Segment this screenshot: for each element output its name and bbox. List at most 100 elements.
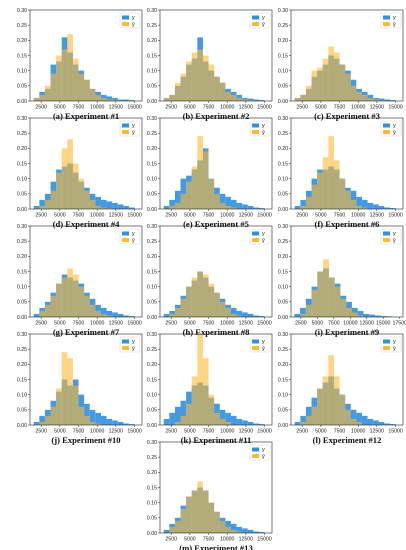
bar-y-18 [128,207,135,209]
y-tick-label: 0.05 [278,408,288,414]
bar-y-17 [253,531,259,533]
chart-panel-5: 0.00 0.05 0.10 0.15 0.20 0.25 0.30 2500 5000 7500… [147,116,273,229]
bar-y-16 [247,529,254,533]
bar-yhat-11 [350,199,357,209]
caption-letter: (l) [313,435,323,445]
x-tick-label: 10000 [90,429,105,435]
bar-yhat-14 [236,315,243,317]
bar-y-15 [375,315,381,317]
caption-text: Experiment #11 [193,435,251,445]
bar-y-17 [253,99,259,101]
y-tick-label: 0.10 [147,500,157,506]
bar-yhat-10 [345,190,351,209]
y-tick-label: 0.25 [278,131,288,137]
bar-yhat-7 [197,271,203,317]
bar-yhat-11 [89,421,96,425]
bar-y-2 [300,307,306,317]
x-tick-label: 12500 [109,105,124,111]
bar-y-12 [95,196,101,209]
x-tick-label: 10000 [90,321,105,327]
bar-yhat-9 [78,286,85,317]
bar-yhat-6 [191,166,198,209]
caption-letter: (c) [314,111,326,121]
bar-y-13 [361,415,368,425]
x-tick-label: 12500 [239,321,254,327]
x-tick-label: 15000 [127,105,142,111]
bar-yhat-16 [247,100,254,101]
y-tick-label: 0.10 [147,176,157,182]
bar-y-13 [361,199,368,209]
legend: yŷ [249,444,271,461]
y-tick-label: 0.00 [278,423,288,429]
legend-swatch-y [122,339,129,344]
y-tick-label: 0.25 [147,23,157,29]
bar-yhat-9 [208,394,215,425]
y-tick-label: 0.25 [17,131,27,137]
x-tick-label: 5000 [315,105,327,111]
y-tick-label: 0.25 [147,239,157,245]
bar-yhat-11 [89,199,96,209]
legend: yŷ [380,12,402,29]
bar-yhat-8 [72,385,79,425]
bar-y-17 [384,423,390,425]
bar-yhat-14 [106,208,113,209]
legend-label-y: y [262,15,265,21]
bar-yhat-5 [317,271,324,317]
bar-yhat-2 [169,526,175,533]
bar-yhat-12 [225,526,231,533]
bar-y-13 [100,307,107,317]
bar-yhat-6 [322,376,329,425]
legend: yŷ [119,120,141,137]
bar-y-15 [242,204,248,209]
y-tick-label: 0.15 [17,269,27,275]
bar-yhat-4 [50,295,57,317]
x-tick-label: 10000 [220,213,235,219]
panel-caption: (j) Experiment #10 [51,435,120,445]
bar-yhat-5 [186,286,192,317]
bar-yhat-5 [317,172,323,209]
y-tick-label: 0.30 [147,116,157,122]
bar-yhat-10 [214,76,220,101]
y-tick-label: 0.10 [147,68,157,74]
y-tick-label: 0.05 [147,84,157,90]
bar-yhat-7 [328,46,334,101]
x-tick-label: 2500 [165,321,177,327]
bar-yhat-8 [72,163,79,209]
bar-yhat-4 [311,184,318,209]
bar-yhat-3 [174,202,181,209]
legend-swatch-yhat [252,238,259,242]
x-tick-label: 2500 [295,321,307,327]
bar-yhat-6 [191,376,198,425]
bar-yhat-3 [44,304,51,317]
y-tick-label: 0.10 [278,68,288,74]
bar-y-3 [174,406,181,425]
bar-y-16 [117,421,124,425]
bar-yhat-7 [328,277,335,317]
y-tick-label: 0.00 [17,423,27,429]
y-tick-label: 0.15 [278,161,288,167]
bar-y-18 [128,100,135,101]
bar-y-15 [112,202,118,209]
legend: yŷ [119,12,141,29]
bar-yhat-2 [300,205,306,209]
bar-y-16 [378,421,385,425]
legend-label-y: y [262,339,265,345]
bar-y-16 [247,313,254,317]
bar-yhat-3 [44,85,51,101]
y-tick-label: 0.10 [17,68,27,74]
chart-panel-10: 0.00 0.05 0.10 0.15 0.20 0.25 0.30 2500 5000 7500… [17,332,143,445]
x-tick-label: 7500 [73,105,85,111]
bar-y-13 [230,307,237,317]
legend-label-yhat: ŷ [262,22,265,28]
y-tick-label: 0.00 [147,207,157,213]
x-tick-label: 2500 [35,429,47,435]
bar-yhat-10 [84,79,90,101]
y-tick-label: 0.10 [17,392,27,398]
caption-letter: (f) [315,219,326,229]
bar-yhat-3 [305,415,312,425]
x-tick-label: 2500 [296,105,308,111]
x-tick-label: 7500 [73,321,85,327]
legend-label-y: y [132,231,135,237]
bar-yhat-10 [84,190,90,209]
y-tick-label: 0.05 [147,408,157,414]
